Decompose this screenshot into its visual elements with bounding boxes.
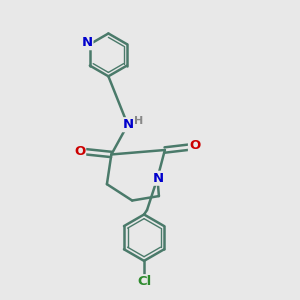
Text: O: O — [74, 145, 85, 158]
Text: N: N — [152, 172, 164, 185]
Text: N: N — [81, 36, 92, 49]
Text: O: O — [189, 139, 200, 152]
Text: H: H — [134, 116, 144, 126]
Text: N: N — [123, 118, 134, 131]
Text: Cl: Cl — [137, 275, 151, 288]
